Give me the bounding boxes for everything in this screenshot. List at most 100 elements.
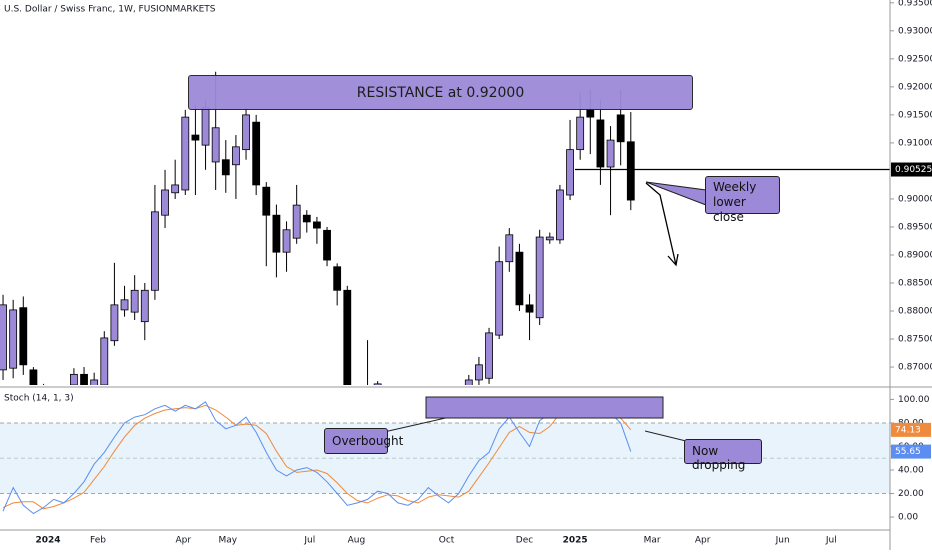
last-value-tag <box>891 444 931 459</box>
last-value-label: 74.13 <box>895 425 921 435</box>
y-tick-label: 0.92500 <box>898 54 932 64</box>
candle-body <box>19 307 28 366</box>
stoch-y-tick-label: 100.00 <box>898 395 930 405</box>
candle-body <box>211 127 220 163</box>
candle-body <box>70 373 78 385</box>
candle-body <box>221 159 230 176</box>
level-tag <box>891 162 932 177</box>
candle-body <box>525 304 534 313</box>
stoch-line <box>2 401 632 515</box>
candle-body <box>0 304 7 371</box>
last-value-label: 55.65 <box>895 447 921 457</box>
x-tick-label: Jul <box>303 536 315 546</box>
last-value-tag <box>891 422 931 437</box>
candle-body <box>302 214 311 223</box>
y-tick-label: 0.91000 <box>898 138 932 148</box>
candle-body <box>100 337 109 385</box>
dropping-callout: Now dropping <box>684 439 762 472</box>
candle-body <box>343 289 352 385</box>
candle-body <box>140 289 149 323</box>
candle-body <box>354 401 361 412</box>
candle-body <box>475 364 483 381</box>
candle-body <box>505 234 514 263</box>
candle-body <box>201 107 210 146</box>
candle-body <box>191 134 200 141</box>
y-tick-label: 0.89000 <box>898 250 932 260</box>
stoch-y-tick-label: 20.00 <box>898 489 924 499</box>
indicator-title: Stoch (14, 1, 3) <box>4 394 74 404</box>
candle-body <box>29 369 38 385</box>
candle-body <box>80 373 88 385</box>
candle-body <box>545 236 554 241</box>
x-tick-label: Dec <box>516 536 533 546</box>
y-tick-label: 0.92000 <box>898 82 932 92</box>
callout-pointer <box>644 430 687 442</box>
y-tick-label: 0.87000 <box>898 363 932 373</box>
candle-body <box>9 309 18 369</box>
stoch-y-tick-label: 0.00 <box>898 513 918 523</box>
candle-body <box>364 389 371 400</box>
candle-body <box>606 139 615 168</box>
y-tick-label: 0.89500 <box>898 222 932 232</box>
candle-body <box>384 387 391 412</box>
candle-body <box>373 383 382 385</box>
x-tick-label: Jul <box>825 536 837 546</box>
candle-body <box>556 189 564 241</box>
x-tick-label: Apr <box>175 536 191 546</box>
chart-title: U.S. Dollar / Swiss Franc, 1W, FUSIONMAR… <box>4 5 216 15</box>
x-tick-label: 2024 <box>35 536 60 546</box>
y-tick-label: 0.88000 <box>898 307 932 317</box>
candle-body <box>626 141 635 201</box>
candle-body <box>161 189 169 216</box>
overbought-zone <box>425 396 664 419</box>
candle-body <box>242 114 250 151</box>
callout-pointer <box>645 181 707 206</box>
candle-body <box>252 121 261 186</box>
candle-body <box>596 119 605 168</box>
candle-body <box>576 116 585 151</box>
y-tick-label: 0.93500 <box>898 0 932 8</box>
level-label: 0.90525 <box>895 165 932 175</box>
candle-body <box>171 184 180 194</box>
y-tick-label: 0.93000 <box>898 26 932 36</box>
arrow <box>645 182 677 266</box>
candle-body <box>151 211 159 291</box>
candle-body <box>262 186 271 216</box>
candle-body <box>313 221 321 229</box>
y-tick-label: 0.91500 <box>898 110 932 120</box>
candle-body <box>110 304 119 342</box>
candle-body <box>616 114 625 143</box>
candle-body <box>120 299 129 311</box>
candle-body <box>566 149 574 196</box>
candle-body <box>130 289 139 313</box>
candle-body <box>464 379 473 385</box>
x-tick-label: Feb <box>90 536 106 546</box>
candle-body <box>181 116 190 191</box>
candle-body <box>495 261 504 336</box>
x-tick-label: Oct <box>439 536 455 546</box>
candle-body <box>535 236 544 319</box>
candle-body <box>282 229 291 253</box>
y-tick-label: 0.90000 <box>898 194 932 204</box>
x-tick-label: May <box>219 536 238 546</box>
candle-body <box>90 379 99 385</box>
stoch-line <box>2 403 632 510</box>
price-pane <box>0 71 890 412</box>
resistance-zone: RESISTANCE at 0.92000 <box>188 75 693 110</box>
x-tick-label: Mar <box>644 536 661 546</box>
y-tick-label: 0.88500 <box>898 279 932 289</box>
candle-body <box>292 204 301 239</box>
x-tick-label: Apr <box>695 536 711 546</box>
weekly-callout: Weekly lower close <box>705 176 780 224</box>
candle-body <box>515 251 524 306</box>
candle-body <box>485 332 493 379</box>
arrow-head <box>667 253 679 267</box>
candle-body <box>323 229 331 261</box>
y-tick-label: 0.87500 <box>898 335 932 345</box>
candle-body <box>272 214 281 253</box>
candle-body <box>586 109 595 118</box>
candle-body <box>232 146 240 166</box>
x-tick-label: 2025 <box>563 536 588 546</box>
